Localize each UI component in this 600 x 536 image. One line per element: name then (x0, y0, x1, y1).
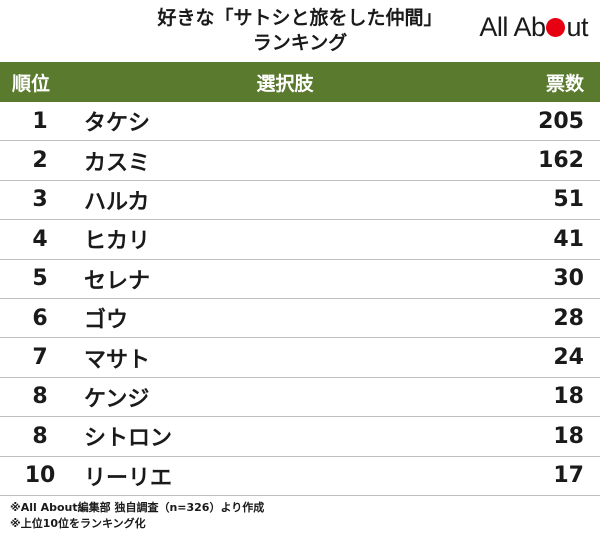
choice-cell: リーリエ (84, 465, 173, 491)
column-header-choice: 選択肢 (256, 72, 314, 95)
rank-cell: 3 (32, 187, 48, 213)
logo-text-end: ut (566, 12, 588, 42)
votes-cell: 51 (553, 187, 584, 213)
votes-cell: 18 (553, 384, 584, 410)
rank-cell: 1 (32, 108, 48, 134)
table-row: 7 マサト 24 (0, 338, 600, 378)
choice-cell: マサト (84, 347, 151, 373)
table-header: 順位 選択肢 票数 (0, 62, 600, 102)
table-row: 3 ハルカ 51 (0, 181, 600, 221)
votes-cell: 205 (538, 108, 584, 134)
choice-cell: ゴウ (84, 308, 129, 334)
rank-cell: 10 (24, 463, 56, 489)
title-line-2: ランキング (252, 32, 348, 54)
choice-cell: タケシ (84, 111, 151, 137)
page-title: 好きな「サトシと旅をした仲間」 ランキング (0, 6, 600, 56)
table-row: 5 セレナ 30 (0, 260, 600, 299)
choice-cell: カスミ (84, 150, 151, 176)
table-row: 8 シトロン 18 (0, 417, 600, 457)
table-row: 6 ゴウ 28 (0, 299, 600, 339)
rank-cell: 8 (32, 384, 48, 410)
ranking-table-body: 1 タケシ 205 2 カスミ 162 3 ハルカ 51 4 ヒカリ 41 5 … (0, 102, 600, 496)
choice-cell: セレナ (84, 268, 151, 294)
all-about-logo: All Ab ut (479, 12, 588, 43)
rank-cell: 4 (32, 226, 48, 252)
column-header-rank: 順位 (12, 72, 51, 95)
rank-cell: 6 (32, 305, 48, 331)
footnote-scope: ※上位10位をランキング化 (10, 516, 146, 530)
footnotes: ※All About編集部 独自調査（n=326）より作成 ※上位10位をランキ… (0, 496, 600, 532)
votes-cell: 24 (553, 345, 584, 371)
choice-cell: ケンジ (84, 386, 150, 412)
column-header-votes: 票数 (545, 72, 584, 95)
table-row: 1 タケシ 205 (0, 102, 600, 142)
votes-cell: 18 (553, 423, 584, 449)
rank-cell: 2 (32, 148, 48, 174)
rank-cell: 7 (32, 345, 48, 371)
votes-cell: 28 (553, 305, 584, 331)
votes-cell: 30 (553, 266, 584, 292)
table-row: 4 ヒカリ 41 (0, 220, 600, 260)
title-line-1: 好きな「サトシと旅をした仲間」 (157, 7, 443, 29)
rank-cell: 5 (32, 266, 48, 292)
logo-o-mark-icon (546, 18, 566, 37)
footnote-source: ※All About編集部 独自調査（n=326）より作成 (10, 500, 265, 514)
table-row: 2 カスミ 162 (0, 141, 600, 181)
table-row: 10 リーリエ 17 (0, 457, 600, 496)
choice-cell: ハルカ (84, 189, 150, 215)
votes-cell: 41 (553, 226, 584, 252)
votes-cell: 162 (538, 148, 584, 174)
choice-cell: ヒカリ (84, 229, 151, 255)
votes-cell: 17 (553, 463, 584, 489)
header: 好きな「サトシと旅をした仲間」 ランキング All Ab ut (0, 0, 600, 62)
choice-cell: シトロン (84, 426, 173, 452)
logo-text-start: All Ab (479, 12, 546, 42)
rank-cell: 8 (32, 423, 48, 449)
table-row: 8 ケンジ 18 (0, 378, 600, 418)
